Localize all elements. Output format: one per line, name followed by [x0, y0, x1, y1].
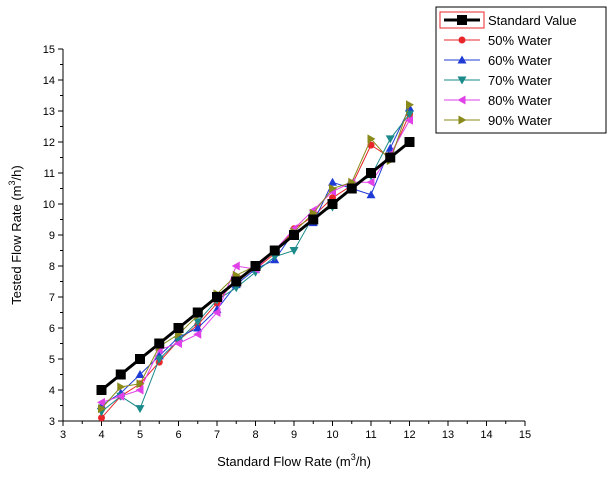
series-layer [96, 100, 415, 422]
x-tick-label: 5 [137, 429, 143, 441]
square-marker [173, 323, 184, 333]
square-marker [308, 214, 319, 225]
legend-label: 70% Water [488, 73, 552, 88]
triangle-down-marker [289, 247, 299, 255]
x-tick-label: 14 [480, 429, 492, 441]
triangle-right-marker [367, 134, 376, 144]
triangle-left-marker [135, 385, 144, 395]
triangle-down-marker [457, 76, 467, 85]
square-marker [404, 137, 415, 147]
triangle-down-marker [135, 405, 145, 414]
square-marker [135, 354, 145, 364]
x-tick-label: 7 [214, 429, 220, 441]
y-tick-label: 4 [49, 385, 55, 397]
legend-label: 90% Water [488, 113, 552, 128]
triangle-up-marker [193, 323, 203, 332]
axes: 3 4 5 6 7 8 9 10 11 12 13 14 15 3 4 5 6 7 8 9 10 11 12 13 14 15 [43, 44, 531, 441]
y-tick-label: 6 [49, 323, 55, 335]
triangle-down-marker [154, 355, 164, 364]
circle-marker [458, 36, 466, 44]
y-tick-label: 11 [44, 168, 55, 180]
triangle-right-marker [406, 100, 414, 110]
legend-item: 90% Water [444, 113, 552, 128]
series-90-water [98, 100, 414, 414]
x-tick-label: 3 [60, 429, 66, 441]
triangle-up-marker [328, 177, 337, 186]
square-marker [250, 261, 261, 271]
triangle-right-marker [98, 404, 106, 414]
square-marker [289, 230, 299, 240]
square-marker [154, 338, 165, 349]
triangle-up-marker [405, 103, 414, 112]
triangle-right-marker [136, 379, 145, 389]
triangle-left-marker [366, 177, 375, 187]
y-tick-label: 12 [43, 137, 55, 149]
x-tick-label: 15 [519, 429, 531, 441]
square-marker [366, 168, 376, 178]
square-marker [192, 307, 203, 318]
x-tick-label: 9 [291, 429, 297, 441]
y-tick-label: 7 [49, 292, 55, 304]
square-marker [327, 199, 338, 209]
x-tick-label: 13 [442, 429, 454, 441]
triangle-down-marker [174, 336, 183, 345]
square-marker [457, 15, 467, 25]
legend-item: Standard Value [439, 11, 577, 29]
triangle-left-marker [457, 95, 466, 105]
x-axis-title: Standard Flow Rate (m3/h) [217, 452, 371, 469]
legend-item: 80% Water [444, 93, 552, 108]
square-marker [231, 276, 242, 287]
triangle-left-marker [212, 308, 221, 317]
triangle-left-marker [231, 261, 240, 271]
triangle-down-marker [193, 318, 203, 327]
x-tick-label: 4 [98, 429, 104, 441]
triangle-left-marker [405, 115, 413, 125]
triangle-right-marker [329, 184, 337, 193]
triangle-up-marker [366, 190, 376, 199]
legend: Standard Value 50% Water 60% Water 70% Wate… [435, 6, 607, 134]
square-marker [385, 152, 396, 163]
legend-highlight [439, 11, 485, 29]
y-tick-label: 9 [49, 230, 55, 242]
square-marker [346, 183, 357, 194]
triangle-left-marker [193, 329, 202, 339]
triangle-up-marker [135, 370, 145, 378]
series-standard-value [96, 137, 415, 395]
legend-label: Standard Value [488, 13, 577, 28]
circle-marker [98, 414, 105, 422]
x-tick-label: 8 [252, 429, 258, 441]
series-line [101, 107, 410, 406]
y-tick-label: 5 [49, 354, 55, 366]
x-tick-label: 11 [365, 429, 376, 441]
legend-item: 70% Water [444, 73, 552, 88]
y-tick-label: 8 [49, 261, 55, 273]
y-tick-label: 10 [43, 199, 55, 211]
legend-item: 50% Water [444, 33, 552, 48]
y-tick-label: 13 [43, 106, 55, 118]
legend-label: 50% Water [488, 33, 552, 48]
x-tick-label: 12 [403, 429, 415, 441]
x-tick-label: 10 [326, 429, 338, 441]
triangle-left-marker [174, 339, 182, 348]
triangle-right-marker [458, 115, 467, 125]
y-tick-label: 3 [49, 416, 55, 428]
legend-label: 80% Water [488, 93, 552, 108]
y-tick-label: 14 [43, 75, 55, 87]
y-tick-label: 15 [43, 44, 55, 56]
triangle-left-marker [116, 391, 125, 401]
triangle-up-marker [457, 55, 467, 64]
y-axis-title: Tested Flow Rate (m3/h) [7, 165, 24, 304]
square-marker [96, 385, 107, 395]
triangle-left-marker [97, 397, 105, 407]
series-line [101, 104, 410, 409]
triangle-right-marker [117, 382, 126, 392]
square-marker [115, 369, 126, 380]
legend-item: 60% Water [444, 53, 552, 68]
square-marker [269, 245, 280, 256]
triangle-down-marker [385, 135, 395, 144]
square-marker [212, 292, 222, 302]
x-tick-label: 6 [175, 429, 181, 441]
legend-label: 60% Water [488, 53, 552, 68]
